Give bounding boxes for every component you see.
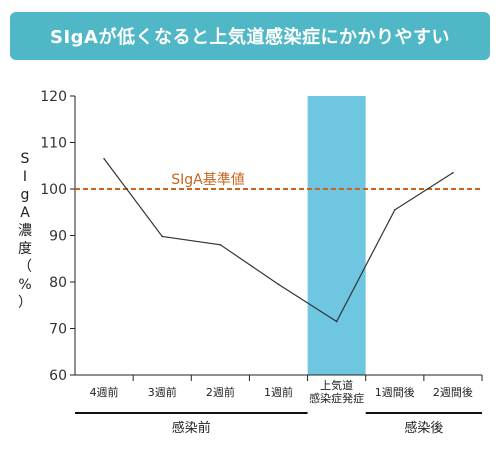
x-tick-label: 1週前 bbox=[264, 385, 293, 399]
x-tick-label: 2週前 bbox=[206, 385, 235, 399]
data-point bbox=[219, 244, 222, 246]
y-tick-label: 80 bbox=[49, 275, 67, 291]
x-tick-label: 1週間後 bbox=[375, 385, 415, 399]
group-label: 感染後 bbox=[404, 420, 443, 436]
data-point bbox=[452, 171, 454, 174]
x-tick-label: 3週前 bbox=[148, 385, 177, 399]
x-tick-label: 上気道感染症発症 bbox=[309, 378, 364, 405]
y-tick-label: 110 bbox=[40, 136, 67, 152]
x-tick-label: 2週間後 bbox=[433, 385, 473, 399]
group-label: 感染前 bbox=[172, 420, 211, 436]
data-point bbox=[393, 209, 396, 211]
x-tick-label: 4週前 bbox=[90, 385, 119, 399]
reference-label: SIgA基準値 bbox=[171, 171, 244, 188]
series-line bbox=[103, 158, 454, 323]
y-tick-label: 100 bbox=[40, 182, 67, 198]
data-point bbox=[277, 283, 280, 286]
data-point bbox=[161, 235, 164, 238]
y-tick-label: 90 bbox=[49, 229, 67, 245]
y-tick-label: 60 bbox=[49, 368, 67, 384]
chart-title-banner: SIgAが低くなると上気道感染症にかかりやすい bbox=[10, 12, 490, 60]
y-tick-label: 70 bbox=[49, 322, 67, 338]
data-point bbox=[335, 320, 338, 323]
highlight-band bbox=[307, 96, 366, 375]
data-point bbox=[103, 157, 105, 160]
y-tick-label: 120 bbox=[40, 89, 67, 105]
chart-title: SIgAが低くなると上気道感染症にかかりやすい bbox=[50, 27, 450, 48]
